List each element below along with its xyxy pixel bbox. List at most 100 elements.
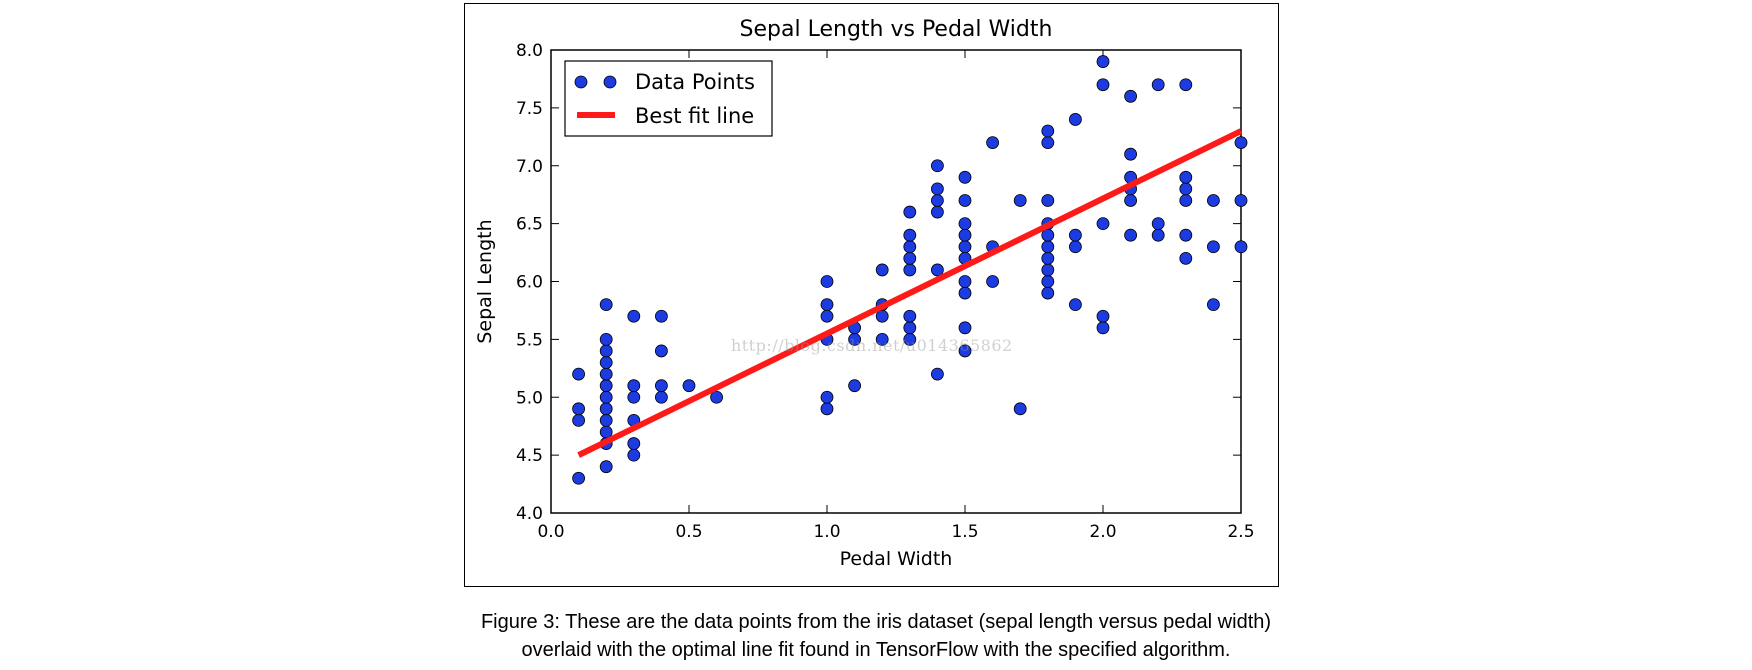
data-point bbox=[682, 379, 696, 393]
caption-line-1: Figure 3: These are the data points from… bbox=[480, 611, 1272, 633]
data-point bbox=[930, 263, 944, 277]
x-tick-label: 2.5 bbox=[1227, 522, 1254, 542]
data-point bbox=[1124, 89, 1137, 103]
legend-label: Best fit line bbox=[635, 104, 754, 128]
data-point bbox=[1041, 228, 1055, 242]
data-point bbox=[930, 367, 944, 381]
data-point bbox=[958, 344, 972, 358]
data-point bbox=[572, 413, 585, 427]
data-point bbox=[1234, 136, 1248, 150]
data-point bbox=[599, 367, 613, 381]
data-point bbox=[1041, 286, 1055, 300]
data-point bbox=[848, 379, 862, 393]
data-point bbox=[1179, 78, 1193, 92]
data-point bbox=[1069, 228, 1082, 242]
y-tick-label: 4.0 bbox=[516, 504, 543, 524]
y-tick-label: 4.5 bbox=[516, 446, 543, 466]
data-point bbox=[820, 275, 834, 288]
data-point bbox=[930, 205, 944, 219]
data-point bbox=[627, 448, 641, 462]
legend-label: Data Points bbox=[635, 70, 755, 94]
data-point bbox=[599, 425, 613, 439]
data-point bbox=[572, 402, 585, 416]
data-point bbox=[1013, 402, 1027, 416]
data-point bbox=[958, 217, 972, 231]
data-point bbox=[1096, 55, 1110, 68]
y-axis-label: Sepal Length bbox=[474, 219, 496, 343]
caption-line-2: overlaid with the optimal line fit found… bbox=[521, 639, 1231, 661]
data-point bbox=[1069, 298, 1082, 312]
data-point bbox=[1234, 194, 1248, 207]
data-point bbox=[930, 194, 944, 207]
data-point bbox=[710, 390, 724, 404]
data-point bbox=[1207, 194, 1220, 207]
data-point bbox=[1096, 321, 1110, 335]
data-point bbox=[958, 240, 972, 254]
y-tick-label: 7.5 bbox=[516, 99, 543, 119]
data-point bbox=[627, 309, 641, 323]
data-point bbox=[903, 240, 917, 254]
data-point bbox=[820, 309, 834, 323]
data-point bbox=[599, 402, 613, 416]
data-point bbox=[1013, 194, 1027, 207]
data-point bbox=[958, 321, 972, 335]
figure-frame: Sepal Length vs Pedal Width 0.0 0.5 1.0 1.5 2… bbox=[464, 3, 1279, 587]
data-point bbox=[1096, 309, 1110, 323]
data-point bbox=[958, 228, 972, 242]
data-point bbox=[1207, 298, 1220, 312]
data-point bbox=[986, 136, 999, 150]
y-tick-label: 8.0 bbox=[516, 41, 543, 61]
data-point bbox=[903, 321, 917, 335]
y-tick-label: 6.5 bbox=[516, 215, 543, 235]
data-point bbox=[1041, 124, 1055, 138]
data-point bbox=[654, 309, 668, 323]
data-point bbox=[627, 379, 641, 393]
data-point bbox=[599, 460, 613, 474]
data-point bbox=[1207, 240, 1220, 254]
data-point bbox=[1151, 217, 1165, 231]
data-point bbox=[572, 471, 585, 485]
data-point bbox=[654, 390, 668, 404]
data-point bbox=[1069, 240, 1082, 254]
data-point bbox=[820, 298, 834, 312]
data-point bbox=[1041, 275, 1055, 288]
data-point bbox=[1041, 263, 1055, 277]
data-point bbox=[599, 379, 613, 393]
data-point bbox=[875, 332, 889, 346]
y-tick-label: 6.0 bbox=[516, 273, 543, 293]
data-point bbox=[930, 159, 944, 173]
data-point bbox=[1234, 240, 1248, 254]
data-point bbox=[1096, 78, 1110, 92]
best-fit-line bbox=[577, 128, 1243, 458]
legend-box bbox=[564, 60, 773, 137]
data-point bbox=[903, 251, 917, 265]
watermark-text: http://blog.csdn.net/u014365862 bbox=[731, 336, 1013, 355]
data-point bbox=[599, 413, 613, 427]
data-point bbox=[986, 275, 999, 288]
data-point bbox=[1124, 147, 1137, 161]
data-point bbox=[599, 298, 613, 312]
data-point bbox=[958, 194, 972, 207]
data-point bbox=[1179, 228, 1193, 242]
x-tick-label: 0.5 bbox=[675, 522, 702, 542]
data-point bbox=[903, 205, 917, 219]
data-point bbox=[930, 182, 944, 196]
data-point bbox=[1179, 194, 1193, 207]
data-point bbox=[572, 367, 585, 381]
data-point bbox=[1069, 113, 1082, 126]
data-point bbox=[1179, 170, 1193, 184]
x-axis-label: Pedal Width bbox=[840, 548, 953, 570]
data-point bbox=[654, 379, 668, 393]
data-point bbox=[1151, 228, 1165, 242]
data-point bbox=[958, 286, 972, 300]
scatter-chart: Sepal Length vs Pedal Width 0.0 0.5 1.0 1.5 2… bbox=[474, 17, 1255, 570]
x-tick-label: 0.0 bbox=[537, 522, 564, 542]
data-point bbox=[627, 390, 641, 404]
data-point bbox=[1041, 240, 1055, 254]
chart-title: Sepal Length vs Pedal Width bbox=[740, 17, 1053, 42]
data-point bbox=[627, 437, 641, 450]
y-tick-label: 7.0 bbox=[516, 157, 543, 177]
data-point bbox=[1179, 251, 1193, 265]
data-point bbox=[1151, 78, 1165, 92]
data-point bbox=[654, 344, 668, 358]
